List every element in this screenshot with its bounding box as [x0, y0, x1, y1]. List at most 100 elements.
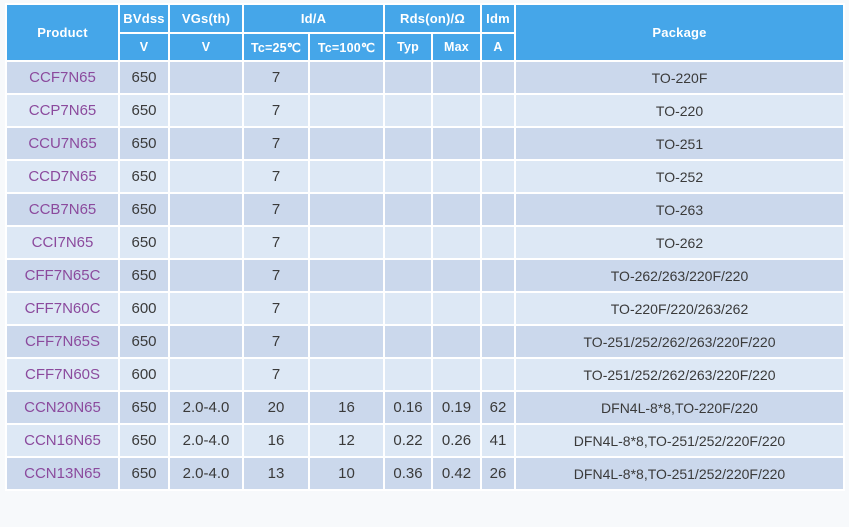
vgsth-cell — [168, 192, 244, 227]
tc25-cell: 7 — [242, 324, 310, 359]
product-cell[interactable]: CFF7N60C — [5, 291, 120, 326]
max-cell — [431, 159, 483, 194]
product-cell[interactable]: CCP7N65 — [5, 93, 120, 128]
bvdss-cell: 650 — [118, 225, 170, 260]
table-row: CFF7N65C 650 7 TO-262/263/220F/220 — [5, 258, 845, 293]
typ-cell — [383, 291, 434, 326]
idm-cell — [480, 291, 517, 326]
max-cell — [431, 225, 483, 260]
header-bvdss-unit: V — [118, 32, 170, 62]
idm-cell: 26 — [480, 456, 517, 491]
tc100-cell — [307, 126, 386, 161]
bvdss-cell: 650 — [118, 324, 170, 359]
product-cell[interactable]: CCN16N65 — [5, 423, 120, 458]
idm-cell — [480, 159, 517, 194]
max-cell: 0.42 — [431, 456, 483, 491]
product-cell[interactable]: CFF7N65S — [5, 324, 120, 359]
vgsth-cell: 2.0-4.0 — [168, 390, 244, 425]
product-cell[interactable]: CCF7N65 — [5, 60, 120, 95]
tc100-cell — [307, 225, 386, 260]
typ-cell — [383, 93, 434, 128]
typ-cell — [383, 225, 434, 260]
vgsth-cell — [168, 357, 244, 392]
vgsth-cell — [168, 159, 244, 194]
max-cell — [431, 126, 483, 161]
tc25-cell: 7 — [242, 159, 310, 194]
header-rds-group: Rds(on)/Ω — [383, 3, 483, 34]
max-cell: 0.19 — [431, 390, 483, 425]
typ-cell — [383, 192, 434, 227]
bvdss-cell: 650 — [118, 423, 170, 458]
header-idm: Idm — [480, 3, 517, 34]
tc100-cell — [307, 60, 386, 95]
max-cell — [431, 93, 483, 128]
package-cell: TO-252 — [514, 159, 845, 194]
package-cell: TO-251/252/262/263/220F/220 — [514, 324, 845, 359]
bvdss-cell: 600 — [118, 291, 170, 326]
typ-cell — [383, 126, 434, 161]
table-header: Product BVdss VGs(th) Id/A Rds(on)/Ω Idm… — [5, 3, 845, 62]
tc25-cell: 7 — [242, 60, 310, 95]
tc25-cell: 20 — [242, 390, 310, 425]
table-row: CFF7N60C 600 7 TO-220F/220/263/262 — [5, 291, 845, 326]
product-cell[interactable]: CCB7N65 — [5, 192, 120, 227]
tc25-cell: 7 — [242, 258, 310, 293]
table-row: CCB7N65 650 7 TO-263 — [5, 192, 845, 227]
typ-cell — [383, 159, 434, 194]
table-row: CCI7N65 650 7 TO-262 — [5, 225, 845, 260]
vgsth-cell — [168, 93, 244, 128]
vgsth-cell — [168, 291, 244, 326]
table-row: CCN16N65 650 2.0-4.0 16 12 0.22 0.26 41 DFN4L-8*… — [5, 423, 845, 458]
idm-cell — [480, 126, 517, 161]
tc100-cell: 12 — [307, 423, 386, 458]
table-row: CCN20N65 650 2.0-4.0 20 16 0.16 0.19 62 DFN4L-8*… — [5, 390, 845, 425]
product-cell[interactable]: CCU7N65 — [5, 126, 120, 161]
typ-cell: 0.22 — [383, 423, 434, 458]
idm-cell — [480, 258, 517, 293]
tc25-cell: 16 — [242, 423, 310, 458]
tc25-cell: 7 — [242, 192, 310, 227]
max-cell — [431, 357, 483, 392]
idm-cell — [480, 324, 517, 359]
idm-cell — [480, 192, 517, 227]
product-cell[interactable]: CCN20N65 — [5, 390, 120, 425]
table-row: CCD7N65 650 7 TO-252 — [5, 159, 845, 194]
bvdss-cell: 650 — [118, 159, 170, 194]
max-cell — [431, 258, 483, 293]
header-tc100: Tc=100℃ — [307, 32, 386, 62]
tc25-cell: 13 — [242, 456, 310, 491]
table-row: CCU7N65 650 7 TO-251 — [5, 126, 845, 161]
product-cell[interactable]: CFF7N60S — [5, 357, 120, 392]
table-row: CFF7N60S 600 7 TO-251/252/262/263/220F/220 — [5, 357, 845, 392]
header-bvdss: BVdss — [118, 3, 170, 34]
typ-cell — [383, 60, 434, 95]
package-cell: TO-263 — [514, 192, 845, 227]
table-row: CCF7N65 650 7 TO-220F — [5, 60, 845, 95]
package-cell: TO-262 — [514, 225, 845, 260]
table-row: CFF7N65S 650 7 TO-251/252/262/263/220F/220 — [5, 324, 845, 359]
product-cell[interactable]: CCN13N65 — [5, 456, 120, 491]
package-cell: TO-220F — [514, 60, 845, 95]
product-cell[interactable]: CCI7N65 — [5, 225, 120, 260]
header-package: Package — [514, 3, 845, 62]
idm-cell — [480, 93, 517, 128]
header-max: Max — [431, 32, 483, 62]
product-cell[interactable]: CFF7N65C — [5, 258, 120, 293]
tc100-cell — [307, 258, 386, 293]
vgsth-cell — [168, 126, 244, 161]
max-cell — [431, 324, 483, 359]
header-tc25: Tc=25℃ — [242, 32, 310, 62]
product-cell[interactable]: CCD7N65 — [5, 159, 120, 194]
package-cell: TO-220F/220/263/262 — [514, 291, 845, 326]
vgsth-cell: 2.0-4.0 — [168, 456, 244, 491]
tc100-cell — [307, 291, 386, 326]
package-cell: DFN4L-8*8,TO-251/252/220F/220 — [514, 456, 845, 491]
typ-cell: 0.36 — [383, 456, 434, 491]
bvdss-cell: 650 — [118, 258, 170, 293]
tc100-cell — [307, 159, 386, 194]
vgsth-cell: 2.0-4.0 — [168, 423, 244, 458]
idm-cell — [480, 225, 517, 260]
idm-cell: 41 — [480, 423, 517, 458]
tc25-cell: 7 — [242, 126, 310, 161]
bvdss-cell: 650 — [118, 456, 170, 491]
